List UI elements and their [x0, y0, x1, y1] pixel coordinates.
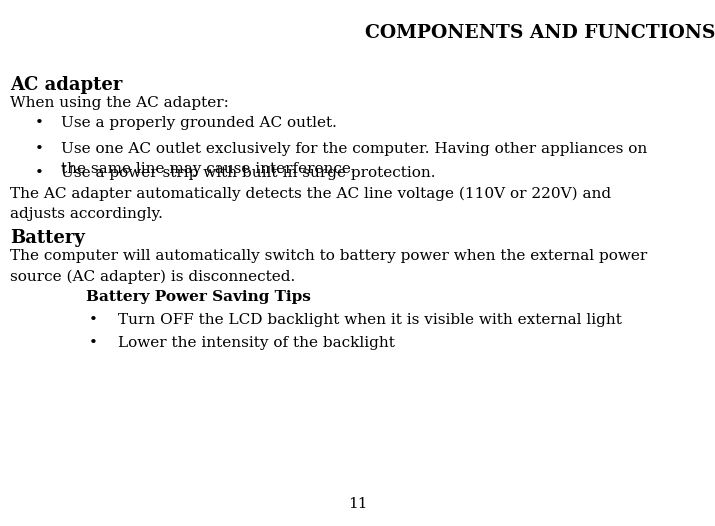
- Text: Battery: Battery: [10, 229, 85, 247]
- Text: When using the AC adapter:: When using the AC adapter:: [10, 96, 229, 110]
- Text: •: •: [35, 116, 44, 130]
- Text: 11: 11: [347, 497, 368, 511]
- Text: Use a properly grounded AC outlet.: Use a properly grounded AC outlet.: [61, 116, 337, 130]
- Text: AC adapter: AC adapter: [10, 76, 122, 94]
- Text: •: •: [35, 142, 44, 156]
- Text: Use one AC outlet exclusively for the computer. Having other appliances on: Use one AC outlet exclusively for the co…: [61, 142, 647, 156]
- Text: COMPONENTS AND FUNCTIONS: COMPONENTS AND FUNCTIONS: [365, 24, 715, 42]
- Text: adjusts accordingly.: adjusts accordingly.: [10, 207, 163, 221]
- Text: source (AC adapter) is disconnected.: source (AC adapter) is disconnected.: [10, 269, 295, 284]
- Text: •: •: [35, 166, 44, 180]
- Text: Battery Power Saving Tips: Battery Power Saving Tips: [86, 290, 311, 305]
- Text: Use a power strip with built-in surge protection.: Use a power strip with built-in surge pr…: [61, 166, 435, 180]
- Text: Turn OFF the LCD backlight when it is visible with external light: Turn OFF the LCD backlight when it is vi…: [118, 313, 622, 327]
- Text: The AC adapter automatically detects the AC line voltage (110V or 220V) and: The AC adapter automatically detects the…: [10, 187, 611, 201]
- Text: The computer will automatically switch to battery power when the external power: The computer will automatically switch t…: [10, 249, 647, 264]
- Text: Lower the intensity of the backlight: Lower the intensity of the backlight: [118, 336, 395, 350]
- Text: •: •: [89, 313, 97, 327]
- Text: •: •: [89, 336, 97, 350]
- Text: the same line may cause interference.: the same line may cause interference.: [61, 162, 355, 176]
